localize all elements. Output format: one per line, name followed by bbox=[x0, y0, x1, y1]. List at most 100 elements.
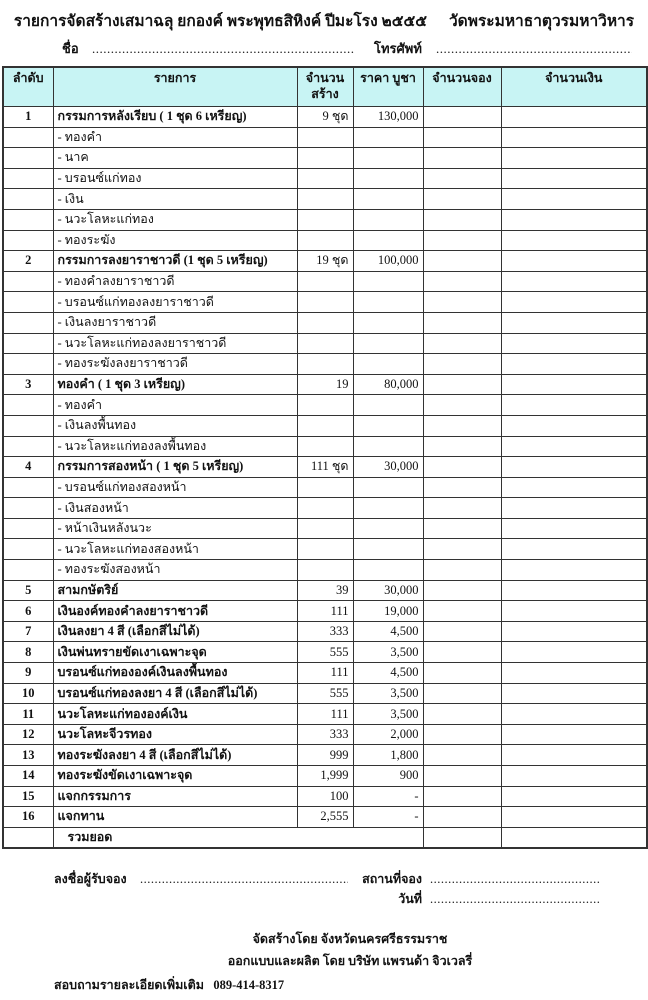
row-amount-cell[interactable] bbox=[500, 785, 648, 808]
row-reserved-cell[interactable] bbox=[422, 456, 502, 478]
row-reserved-cell[interactable] bbox=[422, 497, 502, 519]
row-price: 900 bbox=[352, 765, 424, 787]
row-item: - เงินลงยาราชาวดี bbox=[52, 311, 298, 334]
table-row: 11 นวะโลหะแก่ทององค์เงิน 111 3,500 bbox=[2, 703, 648, 725]
row-amount-cell[interactable] bbox=[500, 435, 648, 458]
row-amount-cell[interactable] bbox=[500, 394, 648, 416]
row-amount-cell[interactable] bbox=[500, 311, 648, 334]
row-reserved-cell[interactable] bbox=[422, 744, 502, 766]
row-reserved-cell[interactable] bbox=[422, 270, 502, 293]
row-amount-cell[interactable] bbox=[500, 806, 648, 828]
row-reserved-cell[interactable] bbox=[422, 332, 502, 355]
row-amount-cell[interactable] bbox=[500, 662, 648, 684]
row-amount-cell[interactable] bbox=[500, 579, 648, 602]
row-amount-cell[interactable] bbox=[500, 559, 648, 581]
row-reserved-cell[interactable] bbox=[422, 126, 502, 149]
row-reserved-cell[interactable] bbox=[422, 435, 502, 458]
row-reserved-cell[interactable] bbox=[422, 806, 502, 828]
total-row: รวมยอด bbox=[2, 826, 648, 849]
row-reserved-cell[interactable] bbox=[422, 538, 502, 561]
col-header-qty: จำนวน สร้าง bbox=[296, 66, 354, 107]
row-amount-cell[interactable] bbox=[500, 765, 648, 787]
row-item: - ทองระฆังสองหน้า bbox=[52, 559, 298, 581]
row-reserved-cell[interactable] bbox=[422, 106, 502, 128]
row-item: - ทองคำ bbox=[52, 394, 298, 416]
row-reserved-cell[interactable] bbox=[422, 600, 502, 622]
row-amount-cell[interactable] bbox=[500, 270, 648, 293]
table-row: 16 แจกทาน 2,555- bbox=[2, 806, 648, 828]
row-reserved-cell[interactable] bbox=[422, 311, 502, 334]
row-reserved-cell[interactable] bbox=[422, 291, 502, 313]
row-reserved-cell[interactable] bbox=[422, 785, 502, 808]
row-amount-cell[interactable] bbox=[500, 538, 648, 561]
row-amount-cell[interactable] bbox=[500, 147, 648, 169]
row-amount-cell[interactable] bbox=[500, 188, 648, 210]
row-amount-cell[interactable] bbox=[500, 517, 648, 540]
row-item: - บรอนซ์แก่ทองสองหน้า bbox=[52, 476, 298, 499]
row-amount-cell[interactable] bbox=[500, 744, 648, 766]
row-reserved-cell[interactable] bbox=[422, 167, 502, 190]
row-reserved-cell[interactable] bbox=[422, 641, 502, 664]
row-amount-cell[interactable] bbox=[500, 291, 648, 313]
row-reserved-cell[interactable] bbox=[422, 559, 502, 581]
row-amount-cell[interactable] bbox=[500, 497, 648, 519]
row-reserved-cell[interactable] bbox=[422, 208, 502, 231]
row-reserved-cell[interactable] bbox=[422, 517, 502, 540]
row-reserved-cell[interactable] bbox=[422, 476, 502, 499]
row-reserved-cell[interactable] bbox=[422, 229, 502, 252]
row-amount-cell[interactable] bbox=[500, 723, 648, 746]
row-price bbox=[352, 126, 424, 149]
row-amount-cell[interactable] bbox=[500, 414, 648, 437]
designed-by: ออกแบบและผลิต โดย บริษัท แพรนด้า จิวเวลร… bbox=[227, 954, 473, 968]
row-price bbox=[352, 538, 424, 561]
row-item: - บรอนซ์แก่ทองลงยาราชาวดี bbox=[52, 291, 298, 313]
row-reserved-cell[interactable] bbox=[422, 353, 502, 375]
row-reserved-cell[interactable] bbox=[422, 250, 502, 272]
row-amount-cell[interactable] bbox=[500, 126, 648, 149]
phone-field[interactable]: ........................................… bbox=[436, 41, 632, 56]
row-reserved-cell[interactable] bbox=[422, 373, 502, 396]
row-reserved-cell[interactable] bbox=[422, 765, 502, 787]
row-reserved-cell[interactable] bbox=[422, 620, 502, 643]
row-amount-cell[interactable] bbox=[500, 476, 648, 499]
row-reserved-cell[interactable] bbox=[422, 682, 502, 705]
signer-field[interactable]: ........................................… bbox=[140, 872, 348, 886]
row-price: 3,500 bbox=[352, 641, 424, 664]
row-reserved-cell[interactable] bbox=[422, 703, 502, 725]
row-amount-cell[interactable] bbox=[500, 208, 648, 231]
row-amount-cell[interactable] bbox=[500, 682, 648, 705]
row-reserved-cell[interactable] bbox=[422, 662, 502, 684]
row-reserved-cell[interactable] bbox=[422, 579, 502, 602]
table-row: - เงินลงพื้นทอง bbox=[2, 414, 648, 437]
total-amount-cell[interactable] bbox=[500, 826, 648, 849]
row-amount-cell[interactable] bbox=[500, 106, 648, 128]
row-item: - ทองคำ bbox=[52, 126, 298, 149]
row-amount-cell[interactable] bbox=[500, 600, 648, 622]
total-reserved-cell[interactable] bbox=[422, 826, 502, 849]
row-item: กรรมการสองหน้า ( 1 ชุด 5 เหรียญ) bbox=[52, 456, 298, 478]
row-amount-cell[interactable] bbox=[500, 456, 648, 478]
row-amount-cell[interactable] bbox=[500, 250, 648, 272]
row-amount-cell[interactable] bbox=[500, 620, 648, 643]
row-qty bbox=[296, 188, 354, 210]
row-reserved-cell[interactable] bbox=[422, 147, 502, 169]
row-reserved-cell[interactable] bbox=[422, 188, 502, 210]
row-qty: 100 bbox=[296, 785, 354, 808]
row-amount-cell[interactable] bbox=[500, 332, 648, 355]
row-reserved-cell[interactable] bbox=[422, 394, 502, 416]
row-amount-cell[interactable] bbox=[500, 353, 648, 375]
row-amount-cell[interactable] bbox=[500, 229, 648, 252]
name-field[interactable]: ........................................… bbox=[92, 41, 354, 56]
table-row: 2 กรรมการลงยาราชาวดี (1 ชุด 5 เหรียญ) 19 ช… bbox=[2, 250, 648, 272]
row-reserved-cell[interactable] bbox=[422, 723, 502, 746]
row-number bbox=[2, 147, 54, 169]
date-field[interactable]: ........................................… bbox=[430, 892, 600, 906]
row-amount-cell[interactable] bbox=[500, 373, 648, 396]
row-number: 15 bbox=[2, 785, 54, 808]
row-amount-cell[interactable] bbox=[500, 641, 648, 664]
row-item: แจกทาน bbox=[52, 806, 298, 828]
place-field[interactable]: ........................................… bbox=[430, 872, 600, 886]
row-amount-cell[interactable] bbox=[500, 703, 648, 725]
row-amount-cell[interactable] bbox=[500, 167, 648, 190]
row-reserved-cell[interactable] bbox=[422, 414, 502, 437]
